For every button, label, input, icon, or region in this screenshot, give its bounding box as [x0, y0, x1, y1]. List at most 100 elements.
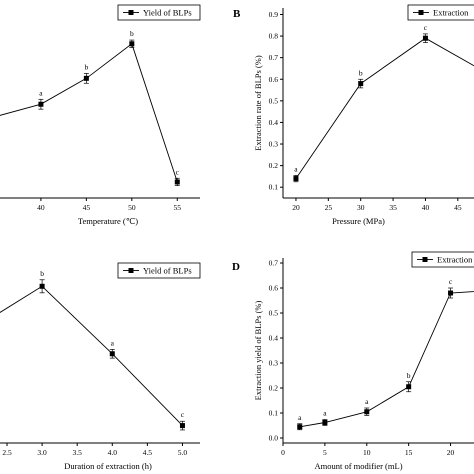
y-tick-label: 0.6: [269, 284, 279, 293]
x-tick-label: 40: [37, 203, 45, 212]
significance-label: a: [323, 409, 327, 418]
y-tick-label: 0.1: [269, 183, 279, 192]
x-tick-label: 5.0: [178, 448, 188, 457]
significance-label: a: [365, 397, 369, 406]
panel-letter: B: [233, 8, 241, 20]
y-tick-label: 0.5: [269, 309, 279, 318]
data-point: [364, 409, 370, 415]
y-tick-label: 0.4: [269, 334, 279, 343]
data-point: [358, 81, 364, 87]
legend-marker: [422, 257, 428, 262]
data-point: [83, 75, 89, 81]
x-axis-title: Pressure (MPa): [332, 216, 385, 226]
x-tick-label: 30: [357, 203, 365, 212]
data-point: [39, 283, 45, 289]
significance-label: c: [424, 23, 428, 32]
x-tick-label: 35: [389, 203, 397, 212]
legend-label: Extraction: [433, 8, 469, 18]
data-point: [448, 290, 454, 296]
legend-box: [117, 262, 201, 279]
y-tick-label: 0.3: [269, 359, 279, 368]
x-tick-label: 55: [174, 203, 182, 212]
significance-label: b: [130, 29, 134, 38]
legend: Extraction: [411, 251, 474, 268]
panel-b: 20 25 30 35 40 45 0.1 0.2 0.3 0.4 0.5 0.6 0.7 0.8 0.9 P…: [233, 4, 474, 226]
x-tick-label: 25: [325, 203, 333, 212]
legend-box: [407, 4, 474, 21]
significance-label: a: [294, 164, 298, 173]
data-point: [422, 35, 428, 41]
x-axis-title: Amount of modifier (mL): [314, 461, 402, 471]
data-point: [129, 41, 135, 47]
y-tick-label: 0.7: [269, 53, 279, 62]
y-tick-label: 0.2: [269, 384, 279, 393]
x-tick-label: 45: [83, 203, 91, 212]
x-tick-label: 15: [405, 448, 413, 457]
y-tick-label: 0.1: [269, 409, 279, 418]
data-point: [293, 176, 299, 182]
legend-box: [117, 4, 201, 21]
data-point: [179, 423, 185, 429]
series-line: [295, 37, 474, 179]
legend: Yield of BLPs: [117, 262, 201, 279]
y-tick-label: 0.9: [269, 10, 279, 19]
data-point: [406, 384, 412, 390]
x-axis-title: Duration of extraction (h): [64, 461, 152, 471]
x-tick-label: 0: [281, 448, 285, 457]
y-tick-label: 0.7: [269, 259, 279, 268]
x-tick-label: 4.5: [143, 448, 153, 457]
x-tick-label: 20: [292, 203, 300, 212]
legend: Extraction: [407, 4, 474, 21]
data-point: [297, 424, 303, 430]
y-axis-title: Extraction yield of BLPs (%): [253, 301, 263, 401]
legend-marker: [418, 10, 424, 15]
data-point: [109, 351, 115, 357]
x-tick-label: 4.0: [108, 448, 118, 457]
series-line: [0, 285, 183, 426]
legend-label: Yield of BLPs: [143, 266, 192, 276]
y-tick-label: 0.0: [269, 434, 279, 443]
y-tick-label: 0.8: [269, 32, 279, 41]
panel-a: 40 45 50 55 Temperature (℃) a b b c Yield of BLPs: [0, 4, 201, 226]
legend: Yield of BLPs: [117, 4, 201, 21]
series-line: [299, 291, 474, 428]
y-tick-label: 0.3: [269, 140, 279, 149]
legend-label: Yield of BLPs: [143, 8, 192, 18]
y-tick-label: 0.6: [269, 75, 279, 84]
significance-label: a: [39, 88, 43, 97]
significance-label: c: [176, 167, 180, 176]
x-tick-label: 3.0: [37, 448, 47, 457]
legend-marker: [128, 10, 134, 15]
data-point: [322, 420, 328, 425]
x-tick-label: 5: [323, 448, 327, 457]
x-tick-label: 10: [363, 448, 371, 457]
y-tick-label: 0.5: [269, 96, 279, 105]
significance-label: b: [40, 269, 44, 278]
significance-label: b: [359, 68, 363, 77]
significance-label: a: [298, 413, 302, 422]
legend-marker: [128, 268, 134, 273]
x-tick-label: 2.5: [2, 448, 12, 457]
panel-letter: D: [232, 261, 240, 273]
x-tick-label: 40: [422, 203, 430, 212]
significance-label: a: [111, 338, 115, 347]
data-point: [38, 101, 44, 107]
x-tick-label: 45: [454, 203, 462, 212]
y-tick-label: 0.2: [269, 161, 279, 170]
legend-label: Extraction: [437, 255, 473, 265]
x-tick-label: 20: [447, 448, 455, 457]
significance-label: c: [181, 410, 185, 419]
x-axis-title: Temperature (℃): [78, 216, 138, 226]
significance-label: b: [84, 62, 88, 71]
panel-d: 0 5 10 15 20 0.0 0.1 0.2 0.3 0.4 0.5 0.6 0.7 Amount o…: [232, 251, 474, 471]
significance-label: b: [407, 371, 411, 380]
legend-box: [411, 251, 474, 268]
series-line: [0, 43, 178, 183]
x-tick-label: 50: [128, 203, 136, 212]
y-tick-label: 0.4: [269, 118, 279, 127]
x-tick-label: 3.5: [73, 448, 83, 457]
data-point: [174, 179, 180, 185]
y-axis-title: Extraction rate of BLPs (%): [253, 55, 263, 151]
panel-c: 2.5 3.0 3.5 4.0 4.5 5.0 Duration of extraction…: [0, 262, 201, 471]
